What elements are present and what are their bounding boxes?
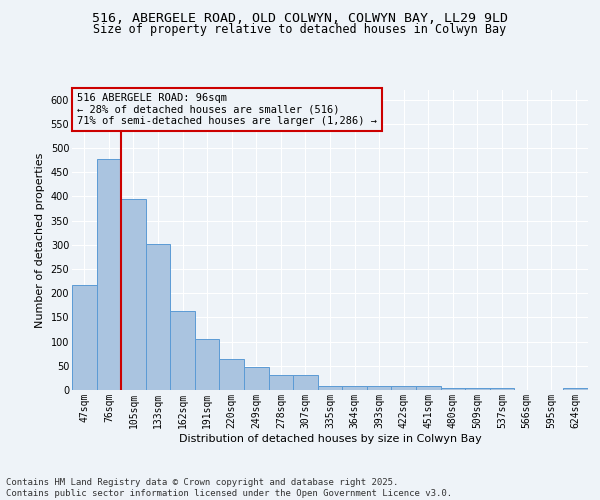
Bar: [563, 388, 588, 390]
Bar: [342, 386, 367, 390]
Bar: [220, 358, 244, 390]
Bar: [244, 368, 269, 390]
Bar: [170, 311, 195, 390]
Bar: [490, 388, 514, 390]
Text: Contains HM Land Registry data © Crown copyright and database right 2025.
Contai: Contains HM Land Registry data © Crown c…: [6, 478, 452, 498]
Bar: [121, 199, 146, 390]
Bar: [269, 376, 293, 390]
Y-axis label: Number of detached properties: Number of detached properties: [35, 152, 45, 328]
Text: Size of property relative to detached houses in Colwyn Bay: Size of property relative to detached ho…: [94, 22, 506, 36]
Bar: [293, 376, 318, 390]
X-axis label: Distribution of detached houses by size in Colwyn Bay: Distribution of detached houses by size …: [179, 434, 481, 444]
Bar: [146, 244, 170, 390]
Bar: [318, 386, 342, 390]
Bar: [97, 158, 121, 390]
Bar: [416, 386, 440, 390]
Bar: [440, 388, 465, 390]
Bar: [391, 386, 416, 390]
Bar: [72, 284, 97, 390]
Text: 516 ABERGELE ROAD: 96sqm
← 28% of detached houses are smaller (516)
71% of semi-: 516 ABERGELE ROAD: 96sqm ← 28% of detach…: [77, 93, 377, 126]
Bar: [367, 386, 391, 390]
Bar: [195, 339, 220, 390]
Bar: [465, 388, 490, 390]
Text: 516, ABERGELE ROAD, OLD COLWYN, COLWYN BAY, LL29 9LD: 516, ABERGELE ROAD, OLD COLWYN, COLWYN B…: [92, 12, 508, 26]
